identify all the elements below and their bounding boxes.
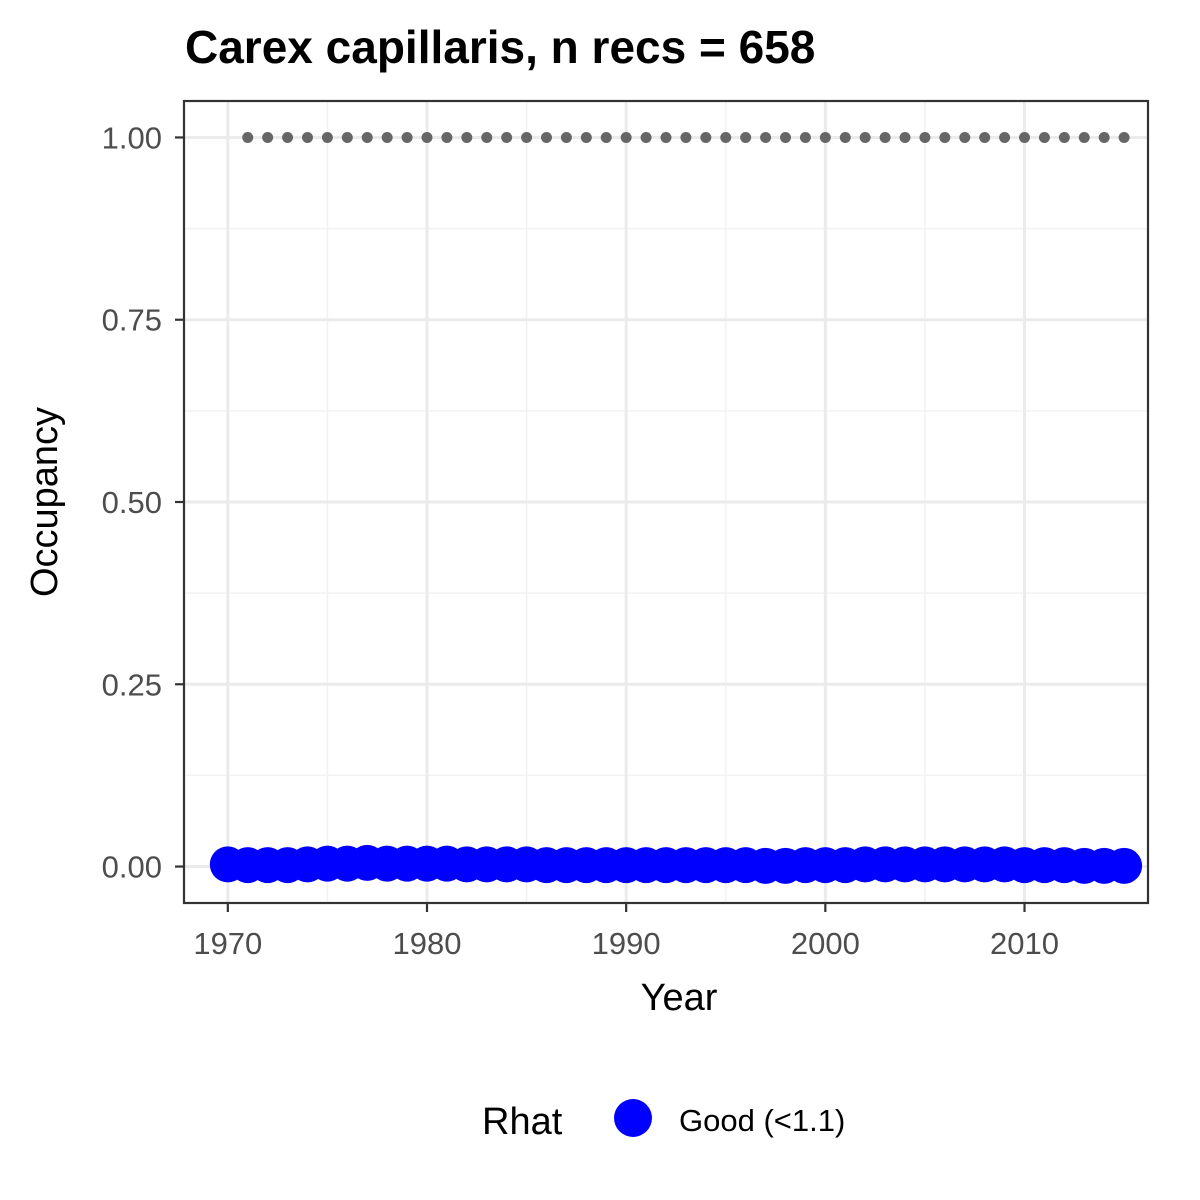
upper-dot (381, 131, 393, 143)
upper-dot (401, 131, 413, 143)
x-tick-label: 2010 (990, 926, 1059, 961)
upper-dot (740, 131, 752, 143)
upper-dot (580, 131, 592, 143)
x-tick-label: 1980 (393, 926, 462, 961)
x-axis-title: Year (641, 977, 718, 1019)
data-point-good (1106, 847, 1143, 884)
upper-dot (501, 131, 513, 143)
upper-dot (560, 131, 572, 143)
legend: Rhat Good (<1.1) (482, 1099, 845, 1143)
upper-dot (1019, 131, 1031, 143)
legend-title: Rhat (482, 1101, 563, 1143)
upper-dot (600, 131, 612, 143)
upper-dot (999, 131, 1011, 143)
upper-dot (441, 131, 453, 143)
upper-dot (859, 131, 871, 143)
upper-dot (819, 131, 831, 143)
x-tick-label: 1990 (592, 926, 661, 961)
upper-dot (1038, 131, 1050, 143)
upper-dot (839, 131, 851, 143)
y-tick-label: 0.00 (102, 850, 162, 885)
upper-dot (361, 131, 373, 143)
upper-dot (680, 131, 692, 143)
upper-dot (899, 131, 911, 143)
upper-dot (521, 131, 533, 143)
upper-dot (282, 131, 294, 143)
upper-dot (939, 131, 951, 143)
y-tick-label: 1.00 (102, 120, 162, 155)
legend-key-good (614, 1099, 652, 1137)
upper-dot (481, 131, 493, 143)
axes: 1970 1980 1990 2000 2010 0.00 0.25 0.50 0.75 1.00 (102, 120, 1059, 961)
upper-dot (799, 131, 811, 143)
upper-dot (700, 131, 712, 143)
upper-dot (640, 131, 652, 143)
upper-dot (421, 131, 433, 143)
upper-dot (461, 131, 473, 143)
upper-dot (959, 131, 971, 143)
upper-dot (660, 131, 672, 143)
y-tick-label: 0.25 (102, 667, 162, 702)
upper-dot (341, 131, 353, 143)
upper-dot (620, 131, 632, 143)
upper-dot (242, 131, 254, 143)
upper-dot (1098, 131, 1110, 143)
chart-title: Carex capillaris, n recs = 658 (185, 21, 815, 73)
upper-dot (301, 131, 313, 143)
y-axis-title: Occupancy (24, 407, 66, 597)
gridlines (184, 101, 1148, 903)
upper-dot (540, 131, 552, 143)
upper-dot (1058, 131, 1070, 143)
legend-label-good: Good (<1.1) (679, 1103, 845, 1138)
upper-dot (262, 131, 274, 143)
y-tick-label: 0.50 (102, 485, 162, 520)
upper-dot (720, 131, 732, 143)
upper-dot (1118, 131, 1130, 143)
upper-dot (979, 131, 991, 143)
upper-dot (321, 131, 333, 143)
upper-dot (760, 131, 772, 143)
upper-dot (1078, 131, 1090, 143)
upper-dot (919, 131, 931, 143)
data-points (209, 131, 1143, 884)
x-tick-label: 1970 (193, 926, 262, 961)
y-tick-label: 0.75 (102, 303, 162, 338)
x-tick-label: 2000 (791, 926, 860, 961)
upper-dot (780, 131, 792, 143)
upper-dot (879, 131, 891, 143)
